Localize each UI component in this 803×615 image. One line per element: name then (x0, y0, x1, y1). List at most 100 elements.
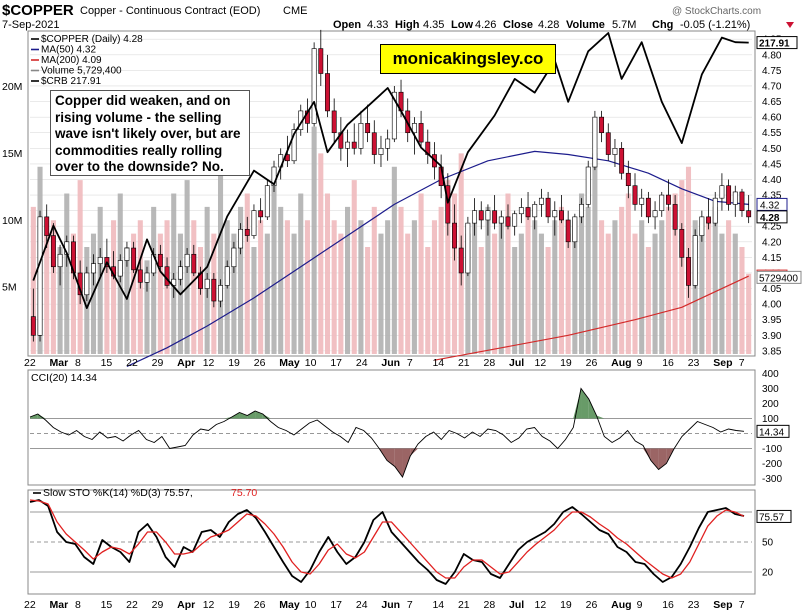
volume-bar (97, 206, 103, 354)
candle-body (177, 266, 183, 280)
candle-body (559, 210, 564, 221)
price-date-label: Apr (177, 357, 195, 369)
candle-body (686, 257, 691, 286)
candle-body (391, 91, 397, 140)
volume-bar (518, 233, 524, 354)
price-candles (30, 29, 752, 342)
price-date-label: 16 (662, 357, 674, 369)
price-tick-label: 4.00 (762, 300, 782, 311)
candle-body (552, 210, 558, 218)
candle-body (625, 172, 631, 187)
volume-bar (672, 193, 678, 354)
symbol-title: $COPPER (2, 2, 74, 19)
stockcharts-credit: @ StockCharts.com (672, 6, 761, 17)
volume-bar (197, 247, 204, 354)
price-tag-box (756, 210, 788, 224)
candle-body (458, 247, 464, 274)
bottom-date-label: 29 (152, 599, 164, 611)
volume-bar (324, 193, 331, 354)
annotation-note: Copper did weaken, and on rising volume … (50, 90, 250, 176)
sto-d-title-value: 75.70 (231, 487, 257, 499)
volume-bar (57, 247, 63, 354)
candle-body (478, 210, 484, 221)
candle-body (30, 316, 36, 336)
price-tick-label: 4.60 (762, 113, 782, 124)
candle-body (572, 216, 578, 243)
candle-body (365, 123, 371, 134)
volume-value: 5.7M (612, 19, 636, 31)
candle-body (579, 204, 584, 218)
volume-bar (385, 220, 391, 354)
candle-body (378, 148, 384, 155)
volume-bar (505, 193, 511, 354)
candle-body (498, 216, 504, 224)
price-date-label: Aug (611, 357, 631, 369)
bottom-date-label: 9 (637, 599, 643, 611)
volume-bar (545, 247, 551, 354)
candle-body (538, 197, 544, 205)
volume-bar (438, 206, 444, 354)
volume-axis: 20M 15M 10M 5M (2, 81, 22, 294)
volume-bar (331, 220, 337, 354)
volume-bar (659, 220, 665, 354)
cci-overbought-fill (596, 415, 605, 419)
price-date-label: Mar (50, 357, 69, 369)
candle-body (525, 207, 531, 218)
sto-title-prefix: Slow STO %K(14) %D(3) 75.57, (43, 487, 193, 499)
volume-bar (739, 247, 745, 354)
volume-bar (405, 233, 411, 354)
candle-body (411, 123, 417, 134)
candle-body (371, 132, 377, 155)
cci-oversold-fill (650, 448, 659, 470)
volume-label: Volume (566, 19, 605, 31)
volume-bar (418, 193, 424, 354)
volume-tick-label: 10M (2, 215, 22, 227)
legend-entry: $CRB 217.91 (41, 76, 101, 87)
high-value: 4.35 (423, 19, 444, 31)
candle-body (84, 272, 90, 296)
volume-bar (719, 233, 725, 354)
volume-bar (565, 233, 571, 354)
volume-bar (311, 126, 317, 354)
bottom-date-label: 22 (24, 599, 36, 611)
chg-label: Chg (652, 19, 673, 31)
price-date-label: 26 (586, 357, 598, 369)
price-date-label: 14 (432, 357, 444, 369)
volume-tick-label: 20M (2, 81, 22, 93)
candle-body (418, 123, 424, 143)
candle-body (472, 210, 478, 224)
crb-overlay (32, 32, 749, 310)
candle-body (746, 210, 752, 218)
candle-body (465, 222, 471, 274)
volume-bar (244, 193, 250, 354)
volume-bar (231, 233, 237, 354)
bottom-date-label: 28 (484, 599, 496, 611)
exchange-label: CME (283, 5, 307, 17)
high-label: High (395, 19, 420, 31)
cci-oversold-fill (410, 448, 419, 456)
candle-body (565, 219, 571, 243)
volume-bar (706, 220, 712, 354)
candle-body (117, 260, 123, 277)
price-tick-label: 4.70 (762, 81, 782, 92)
candle-body (204, 278, 210, 289)
candle-body (699, 216, 705, 236)
candle-body (191, 253, 197, 274)
price-date-label: 9 (637, 357, 643, 369)
candle-body (264, 185, 270, 218)
candle-body (211, 278, 217, 302)
moving-averages (126, 150, 749, 368)
sto-panel-frame (27, 489, 756, 595)
volume-bar (345, 206, 351, 354)
volume-bar (726, 220, 732, 354)
volume-bar (445, 180, 451, 354)
volume-bar (338, 233, 344, 354)
volume-bar (264, 233, 270, 354)
cci-tick-label: 300 (762, 384, 779, 395)
candle-body (652, 210, 658, 218)
candle-body (585, 166, 591, 205)
candle-body (605, 132, 611, 155)
candle-body (665, 194, 671, 205)
